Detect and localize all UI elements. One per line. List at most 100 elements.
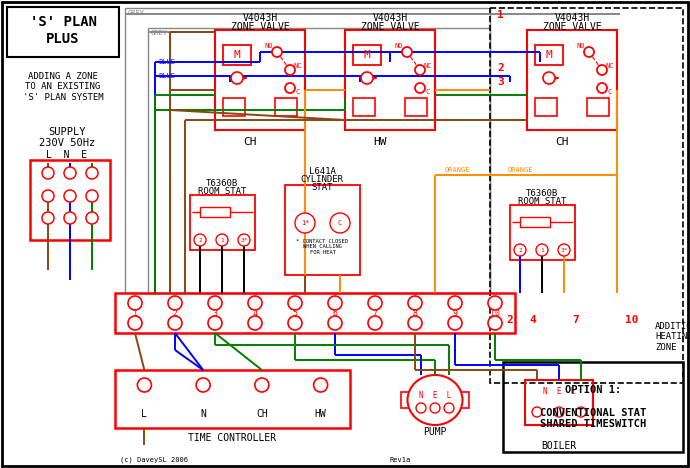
Text: ORANGE: ORANGE <box>445 167 471 173</box>
Text: 1: 1 <box>497 10 504 20</box>
Text: 2: 2 <box>172 308 177 317</box>
Text: 2: 2 <box>506 315 513 325</box>
Circle shape <box>208 316 222 330</box>
Circle shape <box>576 407 586 417</box>
Text: GREY: GREY <box>151 30 168 36</box>
Text: T6360B: T6360B <box>526 189 558 197</box>
Text: 7: 7 <box>573 315 580 325</box>
Text: ADDING A ZONE
TO AN EXISTING
'S' PLAN SYSTEM: ADDING A ZONE TO AN EXISTING 'S' PLAN SY… <box>23 72 103 102</box>
Circle shape <box>64 212 76 224</box>
Circle shape <box>137 378 151 392</box>
Circle shape <box>285 83 295 93</box>
Text: HW: HW <box>373 137 387 147</box>
Bar <box>190 195 255 250</box>
Text: 3*: 3* <box>560 248 568 253</box>
Text: 2: 2 <box>518 248 522 253</box>
Bar <box>405 98 427 116</box>
Text: NC: NC <box>294 63 302 69</box>
Circle shape <box>248 316 262 330</box>
Circle shape <box>328 316 342 330</box>
Bar <box>7 7 119 57</box>
Text: V4043H: V4043H <box>554 13 590 23</box>
Circle shape <box>288 296 302 310</box>
Text: PUMP: PUMP <box>423 427 446 437</box>
Text: ZONE VALVE: ZONE VALVE <box>542 22 602 32</box>
Text: 10: 10 <box>490 308 500 317</box>
Text: (c) DaveySL 2006: (c) DaveySL 2006 <box>120 457 188 463</box>
Bar <box>535 98 557 116</box>
Circle shape <box>248 296 262 310</box>
Bar <box>223 98 245 116</box>
Circle shape <box>543 72 555 84</box>
Circle shape <box>42 167 54 179</box>
Circle shape <box>288 316 302 330</box>
Text: NC: NC <box>606 63 614 69</box>
Bar <box>200 207 230 217</box>
Text: L: L <box>141 409 147 419</box>
Bar <box>520 217 550 227</box>
Circle shape <box>168 296 182 310</box>
Bar <box>490 8 683 383</box>
Circle shape <box>514 244 526 256</box>
Text: ROOM STAT: ROOM STAT <box>198 187 246 196</box>
Circle shape <box>415 83 425 93</box>
Text: PLUS: PLUS <box>46 32 80 46</box>
Circle shape <box>196 378 210 392</box>
Circle shape <box>42 212 54 224</box>
Text: N: N <box>200 409 206 419</box>
Bar <box>510 205 575 260</box>
Circle shape <box>168 316 182 330</box>
Text: 3: 3 <box>497 77 504 87</box>
Circle shape <box>597 83 607 93</box>
Text: 1: 1 <box>132 308 137 317</box>
Circle shape <box>86 167 98 179</box>
Circle shape <box>128 316 142 330</box>
Bar <box>401 392 411 408</box>
Text: CYLINDER: CYLINDER <box>301 175 344 183</box>
Text: L641A: L641A <box>308 167 335 176</box>
Text: * CONTACT CLOSED
WHEN CALLING
FOR HEAT: * CONTACT CLOSED WHEN CALLING FOR HEAT <box>297 239 348 256</box>
Text: 7: 7 <box>373 308 377 317</box>
Text: L  N  E: L N E <box>46 150 88 160</box>
Circle shape <box>415 65 425 75</box>
Circle shape <box>444 403 454 413</box>
Text: CH: CH <box>555 137 569 147</box>
Text: NO: NO <box>265 43 273 49</box>
Circle shape <box>408 296 422 310</box>
Text: BLUE: BLUE <box>158 59 175 65</box>
Text: N  E  L: N E L <box>543 388 575 396</box>
Text: CH: CH <box>244 137 257 147</box>
Bar <box>223 45 251 65</box>
Circle shape <box>416 403 426 413</box>
Circle shape <box>128 296 142 310</box>
Circle shape <box>295 213 315 233</box>
Text: M: M <box>546 50 553 60</box>
Circle shape <box>536 244 548 256</box>
Circle shape <box>86 212 98 224</box>
Text: 3: 3 <box>213 308 217 317</box>
Circle shape <box>216 234 228 246</box>
Circle shape <box>330 213 350 233</box>
Text: 10: 10 <box>625 315 639 325</box>
Bar <box>148 28 490 293</box>
Text: NO: NO <box>577 43 585 49</box>
Text: 4: 4 <box>530 315 536 325</box>
Circle shape <box>584 47 594 57</box>
Circle shape <box>238 234 250 246</box>
Bar <box>353 45 381 65</box>
Bar <box>115 370 350 428</box>
Text: ZONE VALVE: ZONE VALVE <box>230 22 289 32</box>
Text: ADDITIONAL
HEATING
ZONE: ADDITIONAL HEATING ZONE <box>655 322 690 352</box>
Circle shape <box>430 403 440 413</box>
Text: STAT: STAT <box>311 183 333 191</box>
Text: 9: 9 <box>453 308 457 317</box>
Text: 3*: 3* <box>240 237 248 242</box>
Circle shape <box>368 316 382 330</box>
Text: C: C <box>338 220 342 226</box>
Text: M: M <box>234 50 240 60</box>
Bar <box>525 380 593 425</box>
Bar <box>587 98 609 116</box>
Circle shape <box>231 72 243 84</box>
Circle shape <box>64 167 76 179</box>
Text: 2: 2 <box>198 237 202 242</box>
